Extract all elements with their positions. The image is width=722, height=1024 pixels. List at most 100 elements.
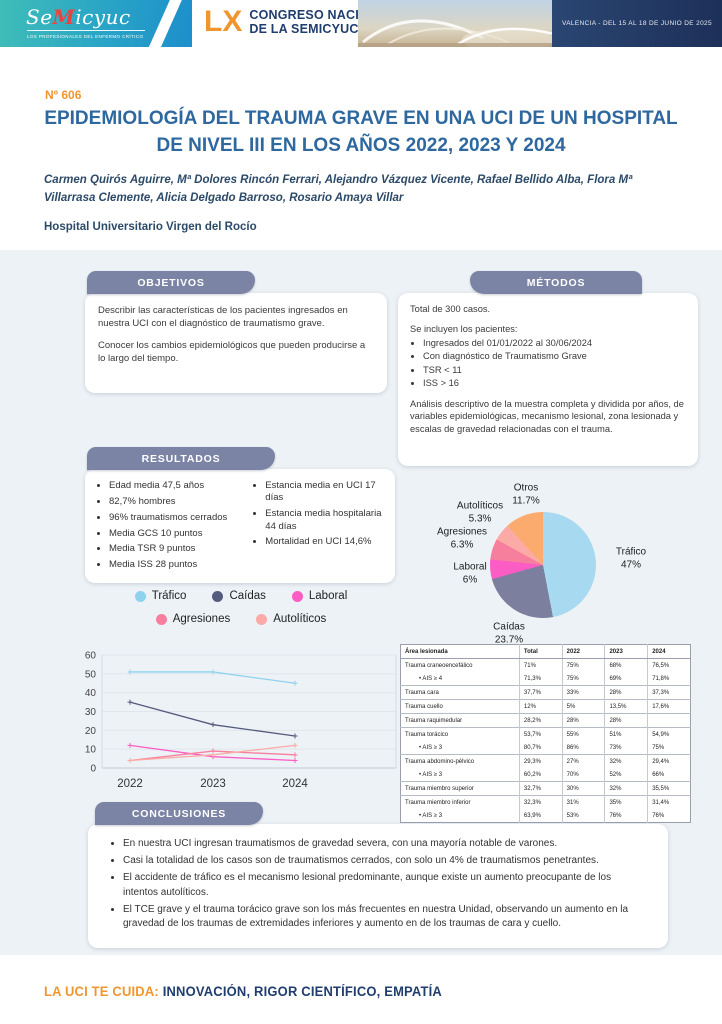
semicyuc-logo-text: SeMicyuc bbox=[26, 5, 131, 29]
table-row: • AIS ≥ 3 60,2% 70% 52% 66% bbox=[401, 768, 691, 782]
table-row: Trauma craneoencefálico 71% 75% 68% 76,5% bbox=[401, 658, 691, 672]
table-cell-value: 31% bbox=[561, 795, 605, 809]
legend-dot-icon bbox=[134, 590, 146, 602]
table-cell-value: 71,8% bbox=[647, 672, 691, 686]
svg-text:30: 30 bbox=[85, 707, 97, 718]
table-cell-value: 66% bbox=[647, 768, 691, 782]
table-cell-label: Trauma raquimedular bbox=[400, 713, 520, 728]
table-cell-value: 5% bbox=[561, 699, 605, 714]
table-cell-label: Trauma miembro superior bbox=[400, 781, 520, 796]
legend-label: Agresiones bbox=[172, 613, 231, 625]
metodos-card: Total de 300 casos. Se incluyen los paci… bbox=[398, 293, 698, 466]
list-item: Media ISS 28 puntos bbox=[109, 559, 245, 571]
objetivos-paragraph: Conocer los cambios epidemiológicos que … bbox=[98, 340, 366, 365]
conclusiones-card: En nuestra UCI ingresan traumatismos de … bbox=[88, 824, 668, 948]
table-cell-value: 53,7% bbox=[518, 727, 563, 741]
list-item: 82,7% hombres bbox=[109, 496, 245, 508]
legend-row: Tráfico Caídas Laboral bbox=[85, 590, 397, 602]
pie-slice-label: Agresiones 6.3% bbox=[436, 526, 488, 551]
footer-prefix: LA UCI TE CUIDA: bbox=[44, 984, 159, 999]
table-cell-value: 73% bbox=[604, 741, 648, 755]
table-cell-value: 32,7% bbox=[518, 781, 563, 796]
list-item: El TCE grave y el trauma torácico grave … bbox=[123, 903, 648, 931]
table-cell-label: • AIS ≥ 4 bbox=[419, 675, 443, 682]
list-item: El accidente de tráfico es el mecanismo … bbox=[123, 871, 648, 899]
table-row: • AIS ≥ 3 80,7% 86% 73% 75% bbox=[401, 741, 691, 755]
table-cell-value: 13,5% bbox=[604, 699, 648, 714]
table-cell-value: 30% bbox=[561, 781, 605, 796]
legend-item: Caídas bbox=[212, 590, 266, 602]
svg-text:2023: 2023 bbox=[200, 778, 226, 790]
table-cell-value: 28% bbox=[561, 713, 605, 728]
table-cell-label: Trauma abdomino-pélvico bbox=[400, 754, 520, 768]
table-cell-label: • AIS ≥ 3 bbox=[419, 771, 443, 778]
table-cell-value: 76% bbox=[647, 809, 691, 823]
legend-item: Autolíticos bbox=[256, 613, 326, 625]
legend-dot-icon bbox=[256, 613, 268, 625]
table-cell-value: 27% bbox=[561, 754, 605, 768]
legend-dot-icon bbox=[212, 590, 224, 602]
table-cell-label: Trauma cara bbox=[400, 685, 520, 700]
resultados-card: Edad media 47,5 años 82,7% hombres 96% tra… bbox=[85, 469, 395, 583]
pie-slice-label: Tráfico 47% bbox=[615, 546, 647, 571]
valencia-city-image bbox=[358, 0, 555, 52]
table-cell-value: 75% bbox=[647, 741, 691, 755]
table-cell-value: 71% bbox=[518, 658, 563, 672]
pie-slice-label: Otros 11.7% bbox=[512, 482, 540, 507]
list-item: TSR < 11 bbox=[423, 364, 686, 376]
legend-dot-icon bbox=[291, 590, 303, 602]
table-cell-value: 28% bbox=[604, 713, 648, 728]
metodos-section-header: MÉTODOS bbox=[470, 271, 642, 294]
metodos-bullet-list: Ingresados del 01/01/2022 al 30/06/2024C… bbox=[410, 337, 686, 390]
list-item: Ingresados del 01/01/2022 al 30/06/2024 bbox=[423, 337, 686, 349]
table-cell-value: 75% bbox=[561, 672, 605, 686]
congress-date-banner: VALENCIA - DEL 15 AL 18 DE JUNIO DE 2025 bbox=[552, 0, 722, 47]
list-item: Edad media 47,5 años bbox=[109, 480, 245, 492]
list-item: Mortalidad en UCI 14,6% bbox=[265, 536, 387, 548]
table-cell-value: 32% bbox=[604, 781, 648, 796]
table-cell-value: 29,4% bbox=[647, 754, 691, 768]
resultados-section-header: RESULTADOS bbox=[87, 447, 275, 470]
table-cell-value: 55% bbox=[561, 727, 605, 741]
legend-label: Tráfico bbox=[151, 590, 187, 602]
resultados-bullet-list-left: Edad media 47,5 años 82,7% hombres 96% tra… bbox=[93, 480, 245, 572]
table-row: • AIS ≥ 3 63,9% 53% 76% 76% bbox=[401, 809, 691, 823]
table-cell-value: 54,9% bbox=[647, 727, 691, 741]
table-cell-value: 37,3% bbox=[647, 685, 691, 700]
metodos-total: Total de 300 casos. bbox=[410, 304, 491, 314]
table-header-cell: Total bbox=[518, 644, 563, 659]
legend-label: Autolíticos bbox=[273, 613, 327, 625]
legend-label: Caídas bbox=[229, 590, 266, 602]
table-cell-value: 32% bbox=[604, 754, 648, 768]
table-header-row: Área lesionada Total 2022 2023 2024 bbox=[400, 644, 691, 659]
svg-text:60: 60 bbox=[85, 651, 97, 662]
table-cell-value: 51% bbox=[604, 727, 648, 741]
table-cell-label: • AIS ≥ 3 bbox=[419, 812, 443, 819]
svg-text:40: 40 bbox=[85, 688, 97, 699]
objetivos-paragraph: Describir las características de los pac… bbox=[98, 305, 348, 330]
table-row: Trauma torácico 53,7% 55% 51% 54,9% bbox=[400, 727, 691, 741]
table-cell-value: 37,7% bbox=[518, 685, 563, 700]
table-row: Trauma miembro superior 32,7% 30% 32% 35,5% bbox=[400, 781, 691, 796]
table-cell-value: 33% bbox=[561, 685, 605, 700]
injured-area-table: Área lesionada Total 2022 2023 2024 Trauma cr… bbox=[400, 644, 691, 823]
logo-underline bbox=[27, 30, 145, 31]
table-cell-value: 76% bbox=[604, 809, 648, 823]
injured-area-table-grid: Área lesionada Total 2022 2023 2024 Trauma cr… bbox=[400, 644, 691, 823]
authors: Carmen Quirós Aguirre, Mª Dolores Rincón… bbox=[44, 174, 633, 204]
list-item: Estancia media hospitalaria 44 días bbox=[265, 508, 387, 533]
table-row: Trauma cuello 12% 5% 13,5% 17,6% bbox=[400, 699, 691, 714]
svg-text:2022: 2022 bbox=[117, 778, 143, 790]
svg-text:0: 0 bbox=[90, 764, 96, 775]
table-cell-value: 75% bbox=[561, 658, 605, 672]
line-chart-legend: Tráfico Caídas Laboral Agresiones Autolítico… bbox=[85, 590, 397, 636]
table-cell-value: 63,9% bbox=[518, 809, 563, 823]
svg-text:2024: 2024 bbox=[282, 778, 308, 790]
footer-motto: INNOVACIÓN, RIGOR CIENTÍFICO, EMPATÍA bbox=[162, 984, 442, 999]
table-row: Trauma cara 37,7% 33% 28% 37,3% bbox=[400, 685, 691, 700]
table-cell-label: • AIS ≥ 3 bbox=[419, 744, 443, 751]
table-cell-value: 29,3% bbox=[518, 754, 563, 768]
table-cell-label: Trauma miembro inferior bbox=[400, 795, 520, 809]
table-cell-value: 80,7% bbox=[518, 741, 563, 755]
